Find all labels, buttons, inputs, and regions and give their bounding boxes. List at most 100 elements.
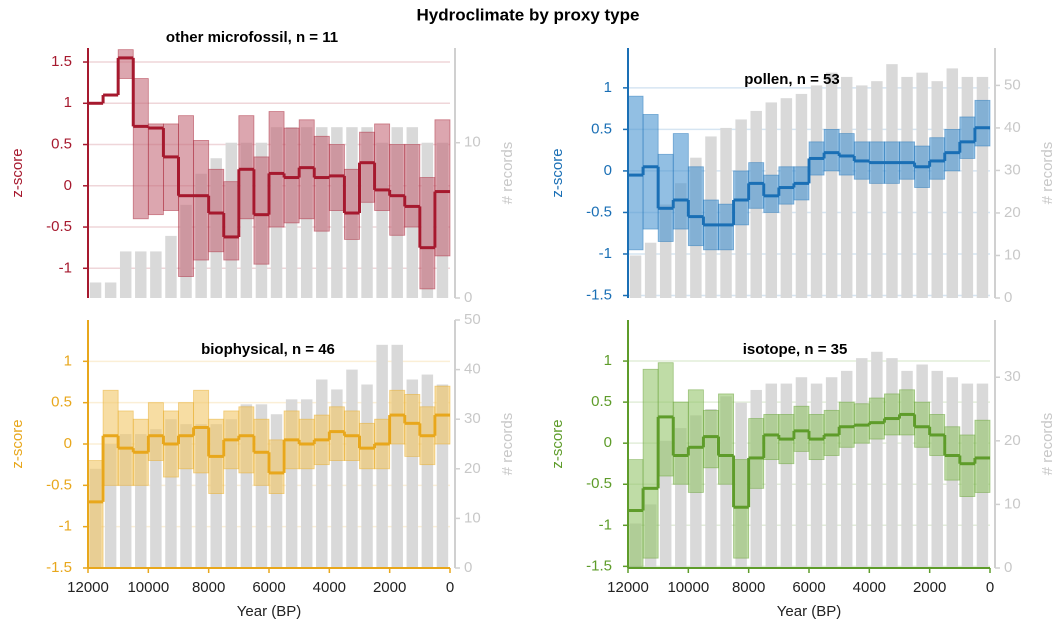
record-bar <box>825 377 838 568</box>
uncertainty-band <box>359 131 375 203</box>
uncertainty-band <box>733 170 750 226</box>
record-bar <box>285 399 298 568</box>
record-bar <box>795 377 808 568</box>
uncertainty-band <box>627 95 644 251</box>
y-tick-label: 0.5 <box>591 393 612 410</box>
uncertainty-band <box>763 414 780 461</box>
record-bar <box>976 76 989 299</box>
uncertainty-band <box>117 49 134 79</box>
uncertainty-band <box>147 402 164 461</box>
record-bar <box>165 235 177 298</box>
panel-title: pollen, n = 53 <box>744 71 839 88</box>
uncertainty-band <box>328 144 345 211</box>
y2-tick-label: 40 <box>464 361 481 378</box>
uncertainty-band <box>687 166 704 247</box>
x-axis-label: Year (BP) <box>237 603 301 620</box>
uncertainty-band <box>359 422 375 470</box>
y2-axis-label: # records <box>499 142 516 205</box>
record-bar <box>931 81 943 298</box>
record-bar <box>765 383 778 568</box>
uncertainty-band <box>404 144 421 228</box>
y2-tick-label: 30 <box>464 410 481 427</box>
record-bar <box>946 68 959 298</box>
y2-tick-label: 30 <box>1004 161 1021 178</box>
y-tick-label: 0 <box>604 162 612 179</box>
x-tick-label: 8000 <box>732 579 765 596</box>
x-tick-label: 0 <box>446 579 454 596</box>
uncertainty-band <box>657 153 674 242</box>
uncertainty-band <box>838 133 855 176</box>
record-bar <box>901 76 913 299</box>
panel-title: isotope, n = 35 <box>743 341 848 358</box>
y-tick-label: 0 <box>604 434 612 451</box>
uncertainty-band <box>853 403 870 444</box>
record-bar <box>436 384 449 568</box>
x-tick-label: 2000 <box>913 579 946 596</box>
uncertainty-band <box>718 203 734 251</box>
uncertainty-band <box>838 401 855 448</box>
y-tick-label: 0 <box>64 177 72 194</box>
uncertainty-band <box>238 406 255 474</box>
uncertainty-band <box>102 389 119 486</box>
y2-tick-label: 40 <box>1004 119 1021 136</box>
record-bar <box>406 379 419 568</box>
y2-tick-label: 0 <box>464 559 472 576</box>
uncertainty-band <box>193 140 210 261</box>
y-tick-label: 0 <box>64 435 72 452</box>
y-axis-label: z-score <box>9 148 26 197</box>
panel-title: other microfossil, n = 11 <box>166 29 338 46</box>
record-bar <box>240 404 253 568</box>
x-tick-label: 0 <box>986 579 994 596</box>
record-bar <box>346 369 358 568</box>
uncertainty-band <box>974 419 991 493</box>
y-tick-label: -0.5 <box>46 476 72 493</box>
uncertainty-band <box>944 426 961 481</box>
y-tick-label: -0.5 <box>586 203 612 220</box>
uncertainty-band <box>87 460 104 569</box>
x-tick-label: 8000 <box>192 579 225 596</box>
record-bar <box>210 424 222 568</box>
uncertainty-band <box>793 405 810 452</box>
record-bar <box>780 383 793 568</box>
record-bar <box>240 142 253 298</box>
panel-title: biophysical, n = 46 <box>201 341 335 358</box>
uncertainty-band <box>687 389 704 493</box>
record-bar <box>825 72 838 298</box>
uncertainty-band <box>147 123 164 216</box>
y-tick-label: -1.5 <box>46 559 72 576</box>
record-bar <box>119 251 132 298</box>
y2-axis-label: # records <box>499 413 516 476</box>
uncertainty-band <box>389 144 406 236</box>
panel: -1 -0.5 0 0.5 1 1.5 z-score 0 10 # records other m… <box>9 29 516 306</box>
panel: -1.5 -1 -0.5 0 0.5 1 z-score 0 10 20 30 40 50 # recor… <box>9 311 516 620</box>
record-bar <box>705 409 717 568</box>
record-bar <box>255 404 268 568</box>
record-bar <box>659 440 672 568</box>
record-bar <box>931 370 943 568</box>
y-tick-label: 1 <box>64 352 72 369</box>
record-bar <box>629 255 642 298</box>
uncertainty-band <box>703 409 719 469</box>
record-bar <box>104 282 117 298</box>
x-tick-label: 6000 <box>792 579 825 596</box>
record-bar <box>391 344 403 568</box>
record-bar <box>901 370 913 568</box>
y-axis-label: z-score <box>9 419 26 468</box>
record-bar <box>316 379 328 568</box>
uncertainty-band <box>823 409 840 456</box>
uncertainty-band <box>748 162 765 209</box>
x-tick-label: 4000 <box>313 579 346 596</box>
record-bar <box>135 434 147 568</box>
record-bar <box>89 282 102 298</box>
uncertainty-band <box>627 459 644 567</box>
uncertainty-band <box>884 393 900 436</box>
uncertainty-band <box>434 119 451 257</box>
x-tick-label: 10000 <box>667 579 709 596</box>
uncertainty-band <box>132 78 149 220</box>
uncertainty-band <box>223 181 240 261</box>
y-tick-label: -1 <box>599 516 612 533</box>
y-tick-label: 1 <box>604 79 612 96</box>
uncertainty-band <box>929 137 946 180</box>
y2-tick-label: 10 <box>1004 495 1021 512</box>
y2-axis-label: # records <box>1039 413 1056 476</box>
